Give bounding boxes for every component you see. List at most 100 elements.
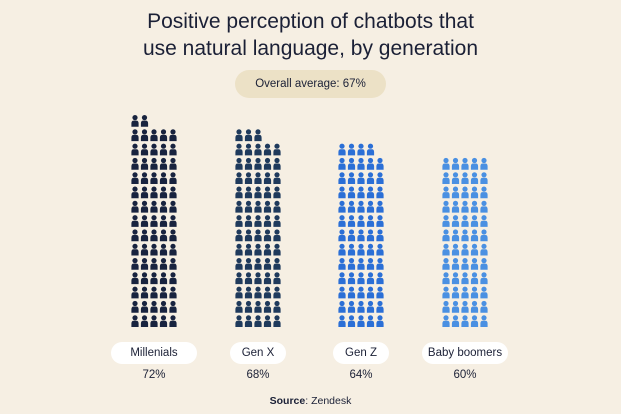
person-icon xyxy=(244,315,253,327)
person-icon xyxy=(263,315,272,327)
person-icon xyxy=(150,129,158,142)
person-icon xyxy=(273,272,281,285)
person-icon xyxy=(480,243,488,256)
person-icon xyxy=(470,258,479,270)
person-icon xyxy=(159,143,168,156)
person-icon xyxy=(244,286,253,299)
person-icon xyxy=(461,172,469,184)
person-icon xyxy=(470,200,479,213)
person-icon xyxy=(159,229,168,242)
person-icon xyxy=(480,200,488,213)
category-label-millenials: Millenials xyxy=(111,342,197,364)
person-icon xyxy=(480,215,488,227)
person-icon xyxy=(442,186,450,199)
person-icon xyxy=(244,129,253,142)
overall-average-badge: Overall average: 67% xyxy=(235,70,386,98)
overall-average-label: Overall average: 67% xyxy=(255,78,366,90)
person-icon xyxy=(235,272,243,285)
person-icon xyxy=(470,315,479,327)
person-icon xyxy=(159,157,168,170)
person-icon xyxy=(140,172,149,184)
person-icon xyxy=(338,215,346,227)
person-icon xyxy=(169,286,177,299)
person-icon xyxy=(254,129,262,142)
person-icon xyxy=(273,143,281,156)
person-icon xyxy=(140,157,149,170)
person-icon xyxy=(263,186,272,199)
person-icon xyxy=(461,286,469,299)
person-icon xyxy=(376,300,384,313)
person-icon xyxy=(263,286,272,299)
person-icon xyxy=(140,229,149,242)
person-icon xyxy=(254,200,262,213)
person-icon xyxy=(169,157,177,170)
person-icon xyxy=(254,172,262,184)
person-icon xyxy=(159,129,168,142)
source-note: Source: Zendesk xyxy=(0,395,621,407)
person-icon xyxy=(263,229,272,242)
person-icon xyxy=(470,286,479,299)
person-icon xyxy=(140,215,149,227)
pictogram-group-gen-x xyxy=(235,129,281,327)
person-icon xyxy=(451,157,460,170)
person-icon xyxy=(131,200,139,213)
person-icon xyxy=(338,157,346,170)
person-icon xyxy=(461,200,469,213)
person-icon xyxy=(235,300,243,313)
person-icon xyxy=(159,272,168,285)
person-icon xyxy=(150,300,158,313)
person-icon xyxy=(480,300,488,313)
person-icon xyxy=(263,143,272,156)
person-icon xyxy=(131,157,139,170)
person-icon xyxy=(169,186,177,199)
source-value: Zendesk xyxy=(311,395,352,407)
person-icon xyxy=(451,315,460,327)
person-icon xyxy=(140,258,149,270)
chart-title-line2: use natural language, by generation xyxy=(142,37,479,60)
person-icon xyxy=(461,186,469,199)
person-icon xyxy=(254,315,262,327)
person-icon xyxy=(470,186,479,199)
person-icon xyxy=(347,143,356,156)
person-icon xyxy=(357,286,365,299)
person-icon xyxy=(338,186,346,199)
person-icon xyxy=(244,186,253,199)
person-icon xyxy=(169,229,177,242)
person-icon xyxy=(366,315,375,327)
person-icon xyxy=(451,272,460,285)
person-icon xyxy=(451,258,460,270)
category-label-baby-boomers: Baby boomers xyxy=(422,342,508,364)
person-icon xyxy=(442,315,450,327)
person-icon xyxy=(169,243,177,256)
chart-title-line1: Positive perception of chatbots that xyxy=(147,10,474,33)
person-icon xyxy=(347,258,356,270)
person-icon xyxy=(442,157,450,170)
person-icon xyxy=(442,300,450,313)
person-icon xyxy=(376,229,384,242)
person-icon xyxy=(461,315,469,327)
person-icon xyxy=(366,200,375,213)
person-icon xyxy=(131,300,139,313)
person-icon xyxy=(150,186,158,199)
person-icon xyxy=(273,172,281,184)
person-icon xyxy=(159,243,168,256)
person-icon xyxy=(461,229,469,242)
person-icon xyxy=(480,186,488,199)
person-icon xyxy=(366,229,375,242)
person-icon xyxy=(480,286,488,299)
person-icon xyxy=(150,229,158,242)
person-icon xyxy=(338,272,346,285)
person-icon xyxy=(357,143,365,156)
person-icon xyxy=(366,300,375,313)
person-icon xyxy=(366,186,375,199)
person-icon xyxy=(338,229,346,242)
person-icon xyxy=(169,315,177,327)
person-icon xyxy=(461,258,469,270)
person-icon xyxy=(131,229,139,242)
person-icon xyxy=(357,172,365,184)
person-icon xyxy=(451,172,460,184)
person-icon xyxy=(470,172,479,184)
person-icon xyxy=(169,172,177,184)
person-icon xyxy=(159,215,168,227)
person-icon xyxy=(235,286,243,299)
